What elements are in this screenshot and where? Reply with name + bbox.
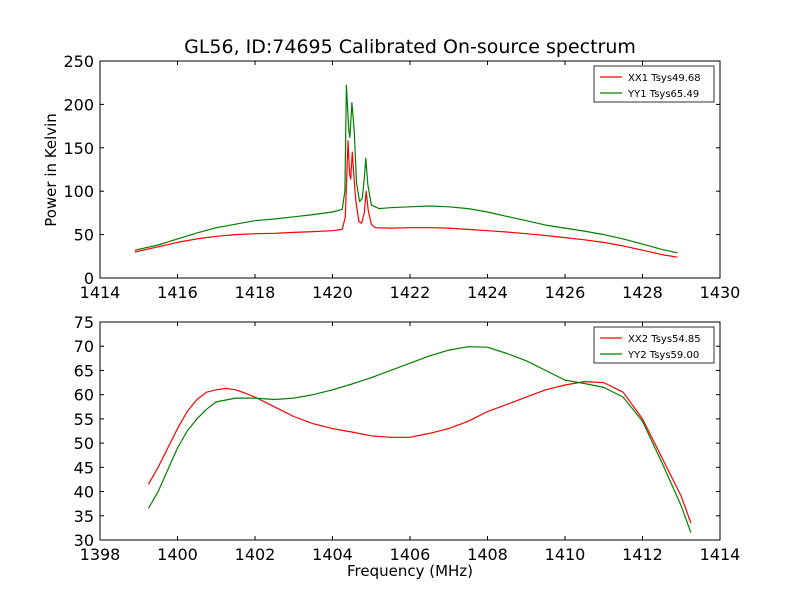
x-tick-label: 1414 [700,545,741,564]
top-panel-y-axis-label: Power in Kelvin [42,113,60,227]
x-tick-label: 1430 [700,283,741,302]
figure-title: GL56, ID:74695 Calibrated On-source spec… [184,36,636,58]
top-panel-legend: XX1 Tsys49.68 YY1 Tsys65.49 [593,65,715,103]
y-tick-label: 35 [74,507,94,526]
y-tick-label: 40 [74,483,94,502]
x-tick-label: 1410 [545,545,586,564]
x-tick-label: 1408 [467,545,508,564]
x-tick-label: 1404 [312,545,353,564]
legend-box [593,65,715,103]
bottom-panel: 1398 1400 1402 1404 1406 1408 1410 1412 1414 30 35… [74,313,741,580]
top-panel-ticks: 1414 1416 1418 1420 1422 1424 1426 1428 1430 0 50 1… [63,52,740,302]
legend-entry: YY1 Tsys65.49 [627,89,699,100]
x-tick-label: 1406 [390,545,431,564]
x-tick-label: 1426 [545,283,586,302]
series-line-yy1 [134,84,678,254]
series-line-xx1 [134,140,678,258]
y-tick-label: 70 [74,337,94,356]
y-tick-label: 30 [74,531,94,550]
series-line-yy2 [147,346,692,533]
y-tick-label: 200 [63,95,94,114]
y-tick-label: 45 [74,458,94,477]
x-tick-label: 1400 [157,545,198,564]
x-tick-label: 1416 [157,283,198,302]
x-tick-label: 1402 [235,545,276,564]
bottom-panel-ticks: 1398 1400 1402 1404 1406 1408 1410 1412 1414 30 35… [74,313,741,564]
top-panel-series [134,84,678,258]
x-tick-label: 1424 [467,283,508,302]
bottom-panel-series [147,346,692,533]
legend-entry: XX1 Tsys49.68 [628,73,701,84]
y-tick-label: 100 [63,182,94,201]
y-tick-label: 250 [63,52,94,71]
x-tick-label: 1428 [622,283,663,302]
top-panel: 1414 1416 1418 1420 1422 1424 1426 1428 1430 0 50 1… [42,52,740,302]
x-tick-label: 1414 [80,283,121,302]
bottom-panel-x-axis-label: Frequency (MHz) [347,562,473,580]
legend-entry: XX2 Tsys54.85 [628,334,701,345]
y-tick-label: 0 [84,269,94,288]
y-tick-label: 150 [63,139,94,158]
x-tick-label: 1422 [390,283,431,302]
legend-entry: YY2 Tsys59.00 [627,350,699,361]
bottom-panel-legend: XX2 Tsys54.85 YY2 Tsys59.00 [593,326,715,364]
x-tick-label: 1418 [235,283,276,302]
x-tick-label: 1420 [312,283,353,302]
y-tick-label: 75 [74,313,94,332]
y-tick-label: 60 [74,386,94,405]
series-line-xx2 [147,381,692,524]
legend-box [593,326,715,364]
x-tick-label: 1398 [80,545,121,564]
y-tick-label: 55 [74,410,94,429]
x-tick-label: 1412 [622,545,663,564]
y-tick-label: 50 [74,226,94,245]
y-tick-label: 50 [74,434,94,453]
y-tick-label: 65 [74,361,94,380]
